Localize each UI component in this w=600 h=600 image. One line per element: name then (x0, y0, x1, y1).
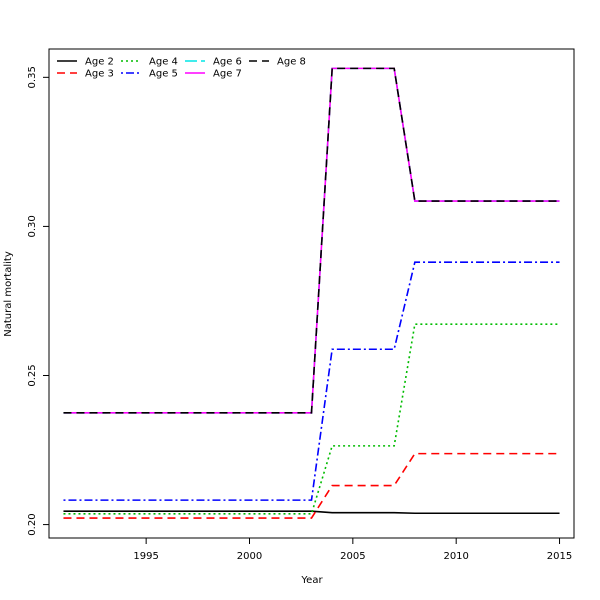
legend-label: Age 2 (85, 57, 114, 68)
legend-label: Age 7 (213, 69, 242, 80)
legend-label: Age 8 (277, 57, 306, 68)
series-line-4 (63, 261, 560, 501)
series-line-3 (63, 323, 560, 515)
legend-label: Age 5 (149, 69, 178, 80)
x-tick-label: 2010 (443, 551, 468, 562)
y-tick-label: 0.20 (27, 513, 38, 535)
series-layer (63, 67, 560, 519)
y-axis-title: Natural mortality (3, 251, 14, 337)
y-axis: 0.20 0.25 0.30 0.35 (27, 66, 49, 536)
legend-label: Age 3 (85, 69, 114, 80)
x-tick-label: 2015 (547, 551, 572, 562)
series-line-2 (63, 452, 560, 519)
y-tick-label: 0.35 (27, 66, 38, 88)
x-tick-label: 2000 (237, 551, 262, 562)
x-tick-label: 1995 (133, 551, 158, 562)
x-tick-label: 2005 (340, 551, 365, 562)
x-axis: 1995 2000 2005 2010 2015 (133, 538, 572, 562)
x-axis-title: Year (300, 575, 323, 586)
y-tick-label: 0.25 (27, 364, 38, 386)
y-tick-label: 0.30 (27, 215, 38, 237)
legend-label: Age 6 (213, 57, 242, 68)
legend-label: Age 4 (149, 57, 178, 68)
plot-frame (48, 48, 575, 539)
series-line-7 (63, 67, 560, 414)
